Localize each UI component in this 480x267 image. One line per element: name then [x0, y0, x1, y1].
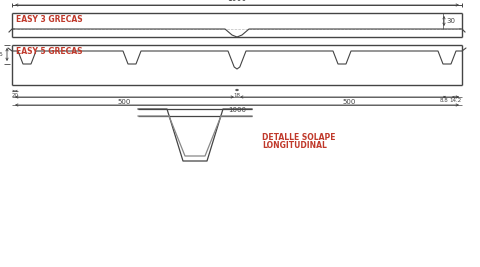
Text: DETALLE SOLAPE: DETALLE SOLAPE [262, 133, 336, 142]
Text: 30: 30 [446, 18, 455, 24]
Text: 5: 5 [0, 52, 2, 57]
Text: 14.2: 14.2 [449, 99, 462, 104]
Text: EASY 3 GRECAS: EASY 3 GRECAS [16, 15, 83, 24]
Text: 500: 500 [343, 99, 356, 104]
Text: 18: 18 [233, 93, 240, 98]
Text: 1000: 1000 [228, 107, 246, 112]
Text: LONGITUDINAL: LONGITUDINAL [262, 141, 327, 150]
Text: 20: 20 [12, 93, 19, 98]
Text: 1000: 1000 [228, 0, 247, 3]
Text: 500: 500 [118, 99, 131, 104]
Text: 8.8: 8.8 [440, 99, 449, 104]
Text: EASY 5 GRECAS: EASY 5 GRECAS [16, 47, 83, 56]
